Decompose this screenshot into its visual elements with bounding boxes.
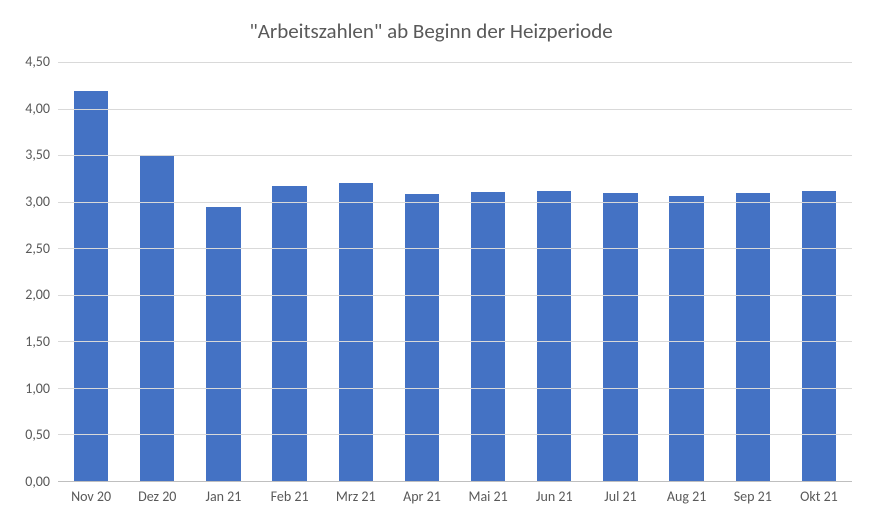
- x-tick-label: Aug 21: [654, 488, 720, 505]
- bar-slot: [323, 62, 389, 481]
- grid-line: [58, 109, 852, 110]
- x-tick-label: Nov 20: [58, 488, 124, 505]
- bar: [736, 193, 770, 481]
- grid-line: [58, 388, 852, 389]
- plot-area: [58, 62, 852, 482]
- bar-slot: [720, 62, 786, 481]
- grid-line: [58, 295, 852, 296]
- bar-slot: [786, 62, 852, 481]
- x-tick-label: Dez 20: [124, 488, 190, 505]
- x-tick-label: Jul 21: [587, 488, 653, 505]
- plot-wrapper: 4,504,003,503,002,502,001,501,000,500,00: [10, 62, 852, 482]
- bar: [802, 191, 836, 482]
- x-tick-label: Jan 21: [190, 488, 256, 505]
- bar-slot: [521, 62, 587, 481]
- bar-slot: [257, 62, 323, 481]
- grid-line: [58, 434, 852, 435]
- x-tick-label: Mai 21: [455, 488, 521, 505]
- grid-line: [58, 248, 852, 249]
- bar-slot: [455, 62, 521, 481]
- bar: [603, 193, 637, 481]
- grid-line: [58, 341, 852, 342]
- chart-container: "Arbeitszahlen" ab Beginn der Heizperiod…: [0, 0, 872, 526]
- bar-slot: [58, 62, 124, 481]
- grid-line: [58, 62, 852, 63]
- x-tick-label: Sep 21: [720, 488, 786, 505]
- x-tick-label: Jun 21: [521, 488, 587, 505]
- bar-slot: [124, 62, 190, 481]
- bar: [537, 191, 571, 481]
- x-tick-label: Feb 21: [257, 488, 323, 505]
- bar: [272, 186, 306, 481]
- grid-line: [58, 202, 852, 203]
- grid-line: [58, 155, 852, 156]
- bar: [74, 91, 108, 481]
- bar-slot: [587, 62, 653, 481]
- y-axis: 4,504,003,503,002,502,001,501,000,500,00: [10, 62, 58, 482]
- bar: [140, 155, 174, 481]
- bar: [339, 183, 373, 481]
- x-tick-label: Mrz 21: [323, 488, 389, 505]
- bar-slot: [190, 62, 256, 481]
- bar-slot: [389, 62, 455, 481]
- bar: [669, 196, 703, 481]
- x-axis: Nov 20Dez 20Jan 21Feb 21Mrz 21Apr 21Mai …: [58, 488, 852, 505]
- chart-title: "Arbeitszahlen" ab Beginn der Heizperiod…: [10, 18, 852, 44]
- bar: [405, 194, 439, 481]
- bar: [471, 192, 505, 481]
- x-tick-label: Apr 21: [389, 488, 455, 505]
- bars-group: [58, 62, 852, 481]
- x-tick-label: Okt 21: [786, 488, 852, 505]
- bar-slot: [654, 62, 720, 481]
